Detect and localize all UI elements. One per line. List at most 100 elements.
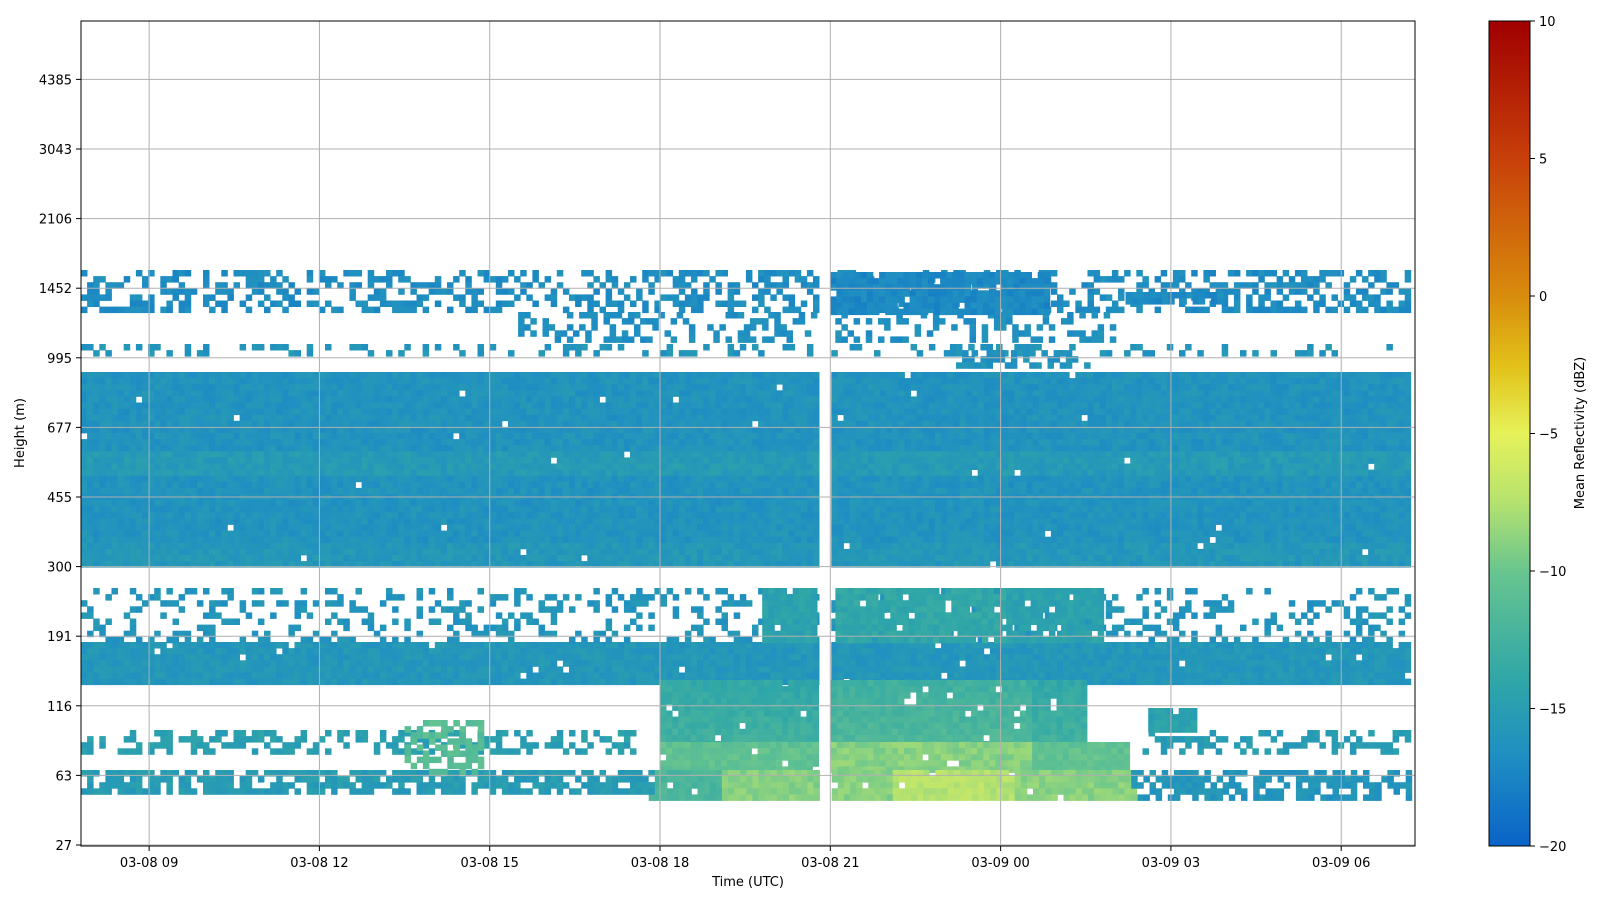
heatmap-cell	[477, 439, 484, 446]
heatmap-cell	[1374, 506, 1381, 513]
heatmap-cell	[1075, 402, 1082, 409]
heatmap-cell	[239, 481, 247, 489]
heatmap-cell	[733, 426, 741, 434]
heatmap-cell	[105, 481, 112, 489]
heatmap-cell	[1044, 463, 1052, 470]
heatmap-cell	[1172, 390, 1180, 397]
heatmap-cell	[989, 433, 997, 440]
heatmap-cell	[257, 463, 265, 470]
heatmap-cell	[1203, 420, 1210, 428]
heatmap-cell	[1380, 426, 1387, 434]
heatmap-cell	[660, 426, 667, 434]
heatmap-cell	[264, 420, 271, 428]
heatmap-cell	[1179, 487, 1186, 495]
heatmap-cell	[806, 451, 814, 458]
heatmap-cell	[178, 372, 186, 379]
heatmap-cell	[386, 420, 393, 428]
heatmap-cell	[843, 384, 850, 391]
heatmap-cell	[1343, 487, 1351, 495]
heatmap-cell	[648, 487, 655, 495]
heatmap-cell	[440, 506, 448, 513]
heatmap-cell	[1368, 408, 1375, 416]
heatmap-cell	[1368, 481, 1375, 489]
heatmap-cell	[922, 378, 930, 385]
heatmap-cell	[910, 506, 918, 513]
heatmap-cell	[306, 414, 314, 422]
heatmap-cell	[1276, 506, 1284, 513]
heatmap-cell	[331, 487, 338, 495]
heatmap-cell	[1313, 445, 1320, 452]
heatmap-cell	[599, 445, 606, 452]
heatmap-cell	[453, 390, 460, 397]
heatmap-cell	[227, 475, 234, 483]
heatmap-cell	[453, 506, 460, 513]
heatmap-cell	[288, 396, 295, 403]
heatmap-cell	[1087, 378, 1094, 385]
heatmap-cell	[148, 487, 155, 495]
heatmap-cell	[575, 396, 582, 403]
heatmap-cell	[1142, 451, 1149, 458]
heatmap-cell	[703, 500, 710, 507]
heatmap-cell	[331, 512, 338, 519]
heatmap-cell	[471, 414, 478, 422]
heatmap-cell	[745, 372, 753, 379]
heatmap-cell	[1026, 433, 1033, 440]
heatmap-cell	[1166, 481, 1174, 489]
heatmap-cell	[989, 481, 997, 489]
heatmap-cell	[916, 506, 924, 513]
heatmap-cell	[550, 408, 558, 416]
heatmap-cell	[684, 439, 692, 446]
heatmap-cell	[1032, 378, 1040, 385]
heatmap-cell	[1063, 481, 1070, 489]
heatmap-cell	[325, 390, 332, 397]
heatmap-cell	[532, 384, 539, 391]
heatmap-cell	[312, 384, 320, 391]
heatmap-cell	[1264, 402, 1271, 409]
heatmap-cell	[800, 475, 808, 483]
heatmap-cell	[312, 512, 320, 519]
heatmap-cell	[575, 402, 582, 409]
heatmap-cell	[776, 396, 783, 403]
heatmap-cell	[666, 408, 674, 416]
heatmap-cell	[867, 487, 875, 495]
heatmap-cell	[1191, 506, 1198, 513]
heatmap-cell	[221, 469, 228, 477]
heatmap-cell	[1124, 487, 1131, 495]
heatmap-cell	[1105, 433, 1113, 440]
heatmap-cell	[93, 390, 100, 397]
heatmap-cell	[648, 500, 655, 507]
heatmap-cell	[251, 433, 259, 440]
heatmap-cell	[81, 481, 88, 489]
heatmap-cell	[611, 481, 619, 489]
heatmap-cell	[928, 506, 936, 513]
heatmap-cell	[892, 396, 899, 403]
heatmap-cell	[965, 414, 972, 422]
heatmap-cell	[569, 378, 576, 385]
heatmap-cell	[1209, 433, 1216, 440]
heatmap-cell	[148, 481, 155, 489]
heatmap-cell	[1026, 463, 1033, 470]
heatmap-cell	[1252, 414, 1259, 422]
heatmap-cell	[782, 506, 789, 513]
heatmap-cell	[416, 445, 423, 452]
heatmap-cell	[1404, 463, 1412, 470]
heatmap-cell	[440, 445, 448, 452]
heatmap-cell	[1270, 390, 1277, 397]
heatmap-cell	[239, 445, 247, 452]
heatmap-cell	[745, 420, 753, 428]
heatmap-cell	[715, 433, 722, 440]
heatmap-cell	[849, 378, 857, 385]
heatmap-cell	[264, 390, 271, 397]
heatmap-cell	[93, 500, 100, 507]
heatmap-cell	[361, 512, 369, 519]
heatmap-cell	[794, 396, 802, 403]
heatmap-cell	[1136, 500, 1143, 507]
heatmap-cell	[593, 506, 600, 513]
heatmap-cell	[587, 457, 594, 464]
heatmap-cell	[630, 390, 637, 397]
heatmap-cell	[196, 500, 204, 507]
heatmap-cell	[770, 378, 777, 385]
heatmap-cell	[428, 445, 436, 452]
heatmap-cell	[1063, 378, 1070, 385]
heatmap-cell	[1105, 420, 1113, 428]
